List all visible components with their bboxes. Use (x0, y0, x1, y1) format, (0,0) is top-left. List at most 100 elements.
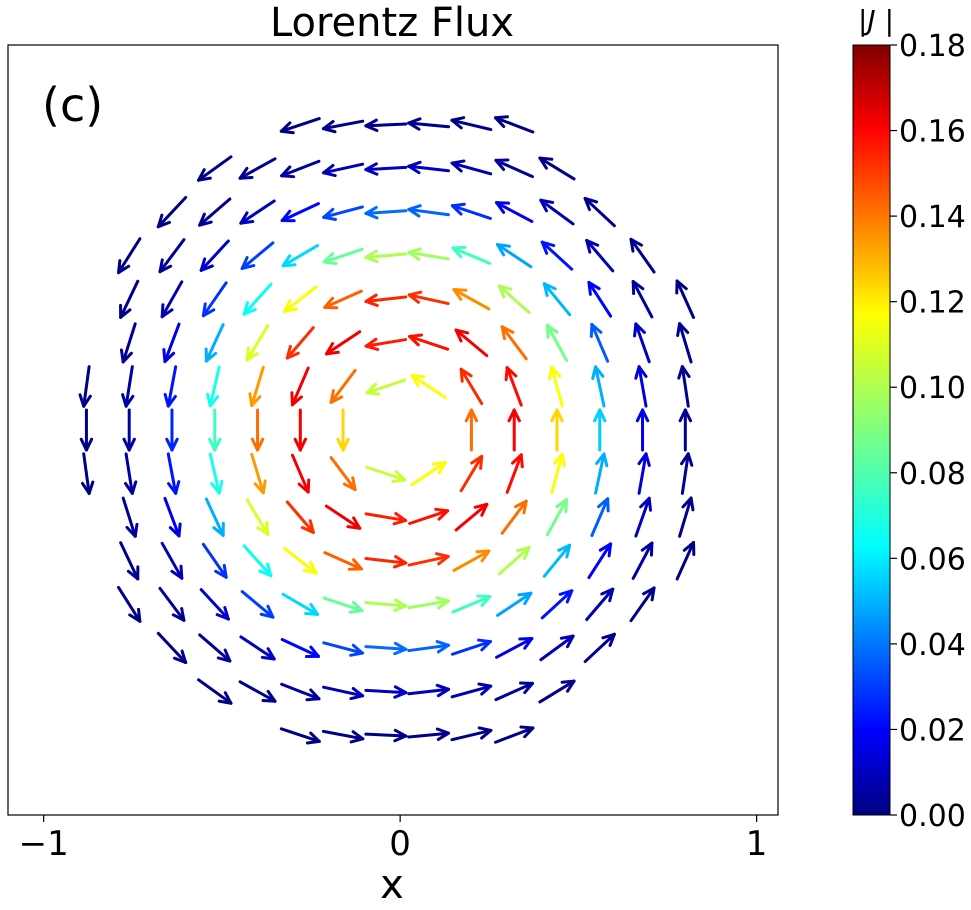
quiver-arrow (678, 408, 693, 452)
quiver-arrow (410, 460, 447, 487)
quiver-arrow (162, 322, 181, 364)
quiver-arrow (206, 365, 221, 408)
quiver-arrow (364, 555, 408, 569)
quiver-arrow (250, 452, 267, 495)
quiver-arrow (329, 368, 357, 404)
colorbar-tick-label: 0.16 (899, 115, 966, 150)
quiver-arrow (208, 408, 222, 452)
quiver-arrow (365, 378, 407, 396)
quiver-arrow (680, 452, 694, 495)
quiver-arrow (633, 322, 651, 364)
quiver-arrow (590, 497, 610, 538)
quiver-arrow (540, 589, 574, 620)
quiver-arrow (410, 373, 447, 400)
quiver-arrow (322, 162, 365, 178)
quiver-arrow (283, 546, 318, 575)
quiver-arrow (163, 496, 182, 538)
colorbar-tick-label: 0.14 (899, 200, 966, 235)
quiver-arrow (285, 326, 315, 360)
quiver-arrow (635, 408, 650, 452)
quiver-arrow (497, 284, 531, 315)
quiver-arrow (507, 408, 521, 452)
quiver-arrow (281, 592, 320, 616)
quiver-arrow (587, 280, 613, 318)
quiver-arrow (637, 452, 651, 495)
x-tick-label: 1 (746, 824, 768, 864)
quiver-arrow (545, 323, 569, 362)
quiver-arrow (123, 452, 138, 495)
quiver-arrow (364, 641, 408, 656)
quiver-arrow (156, 195, 188, 229)
quiver-arrow (250, 408, 265, 452)
quiver-arrow (280, 682, 321, 702)
quiver-arrow (496, 591, 533, 617)
quiver-arrow (587, 542, 613, 580)
quiver-arrow (634, 365, 648, 408)
quiver-arrow (163, 365, 178, 408)
quiver-arrow (322, 247, 364, 266)
plot-area (7, 44, 779, 816)
quiver-arrow (676, 322, 693, 364)
colorbar-tick-label: 0.02 (899, 713, 966, 748)
quiver-arrow (407, 117, 451, 131)
quiver-arrow (407, 683, 451, 698)
quiver-arrow (78, 365, 92, 408)
quiver-arrow (539, 198, 575, 226)
quiver-arrow (204, 497, 225, 537)
quiver-arrow (677, 365, 691, 408)
colorbar-ticks: 0.00 0.02 0.04 0.06 0.08 0.10 0.12 0.14 0.16 0.18 (890, 29, 966, 834)
quiver-arrow (239, 635, 276, 661)
quiver-arrow (323, 289, 363, 310)
quiver-arrow (500, 499, 528, 535)
quiver-arrow (631, 280, 654, 319)
quiver-arrow (119, 322, 137, 364)
quiver-arrow (336, 408, 350, 452)
quiver-arrow (197, 678, 233, 705)
x-axis-label: x (380, 862, 404, 908)
quiver-arrow (496, 243, 533, 269)
x-axis-ticks: −1 0 1 (19, 815, 768, 864)
quiver-arrow (450, 638, 492, 656)
quiver-arrow (321, 119, 365, 134)
quiver-arrow (495, 201, 534, 223)
quiver-arrow (201, 281, 228, 318)
quiver-arrow (452, 288, 491, 311)
quiver-arrow (279, 117, 321, 135)
quiver-arrow (199, 239, 230, 272)
quiver-arrow (540, 240, 574, 271)
quiver-arrow (158, 238, 186, 274)
quiver-arrow (79, 408, 94, 452)
quiver-arrow (364, 249, 408, 264)
quiver-arrow (364, 512, 408, 526)
quiver-arrow (329, 456, 357, 492)
quiver-arrow (450, 116, 493, 132)
quiver-arrow (629, 586, 656, 623)
quiver-arrow (364, 685, 408, 699)
quiver-arrow (494, 115, 535, 134)
quiver-arrow (451, 245, 492, 265)
quiver-arrow (242, 544, 273, 578)
quiver-arrow (407, 552, 450, 567)
quiver-arrow (450, 682, 493, 699)
colorbar-tick-label: 0.12 (899, 286, 966, 321)
quiver-arrow (452, 549, 491, 572)
quiver-arrow (631, 541, 654, 580)
quiver-arrow (538, 679, 576, 704)
quiver-arrow (548, 365, 564, 408)
quiver-arrow (450, 159, 493, 176)
quiver-arrow (117, 237, 142, 275)
quiver-arrow (240, 241, 275, 270)
quiver-arrow (122, 408, 136, 452)
quiver-arrow (539, 634, 575, 662)
quiver-arrow (464, 408, 479, 452)
quiver-arrow (408, 507, 450, 525)
colorbar-tick-label: 0.06 (899, 542, 966, 577)
quiver-arrow (545, 498, 569, 537)
colorbar (852, 44, 891, 816)
quiver-arrow (408, 333, 450, 351)
quiver-arrow (454, 328, 489, 358)
quiver-arrow (494, 725, 535, 744)
quiver-arrow (494, 158, 534, 179)
quiver-arrow (199, 588, 230, 621)
quiver-arrow (322, 205, 364, 221)
